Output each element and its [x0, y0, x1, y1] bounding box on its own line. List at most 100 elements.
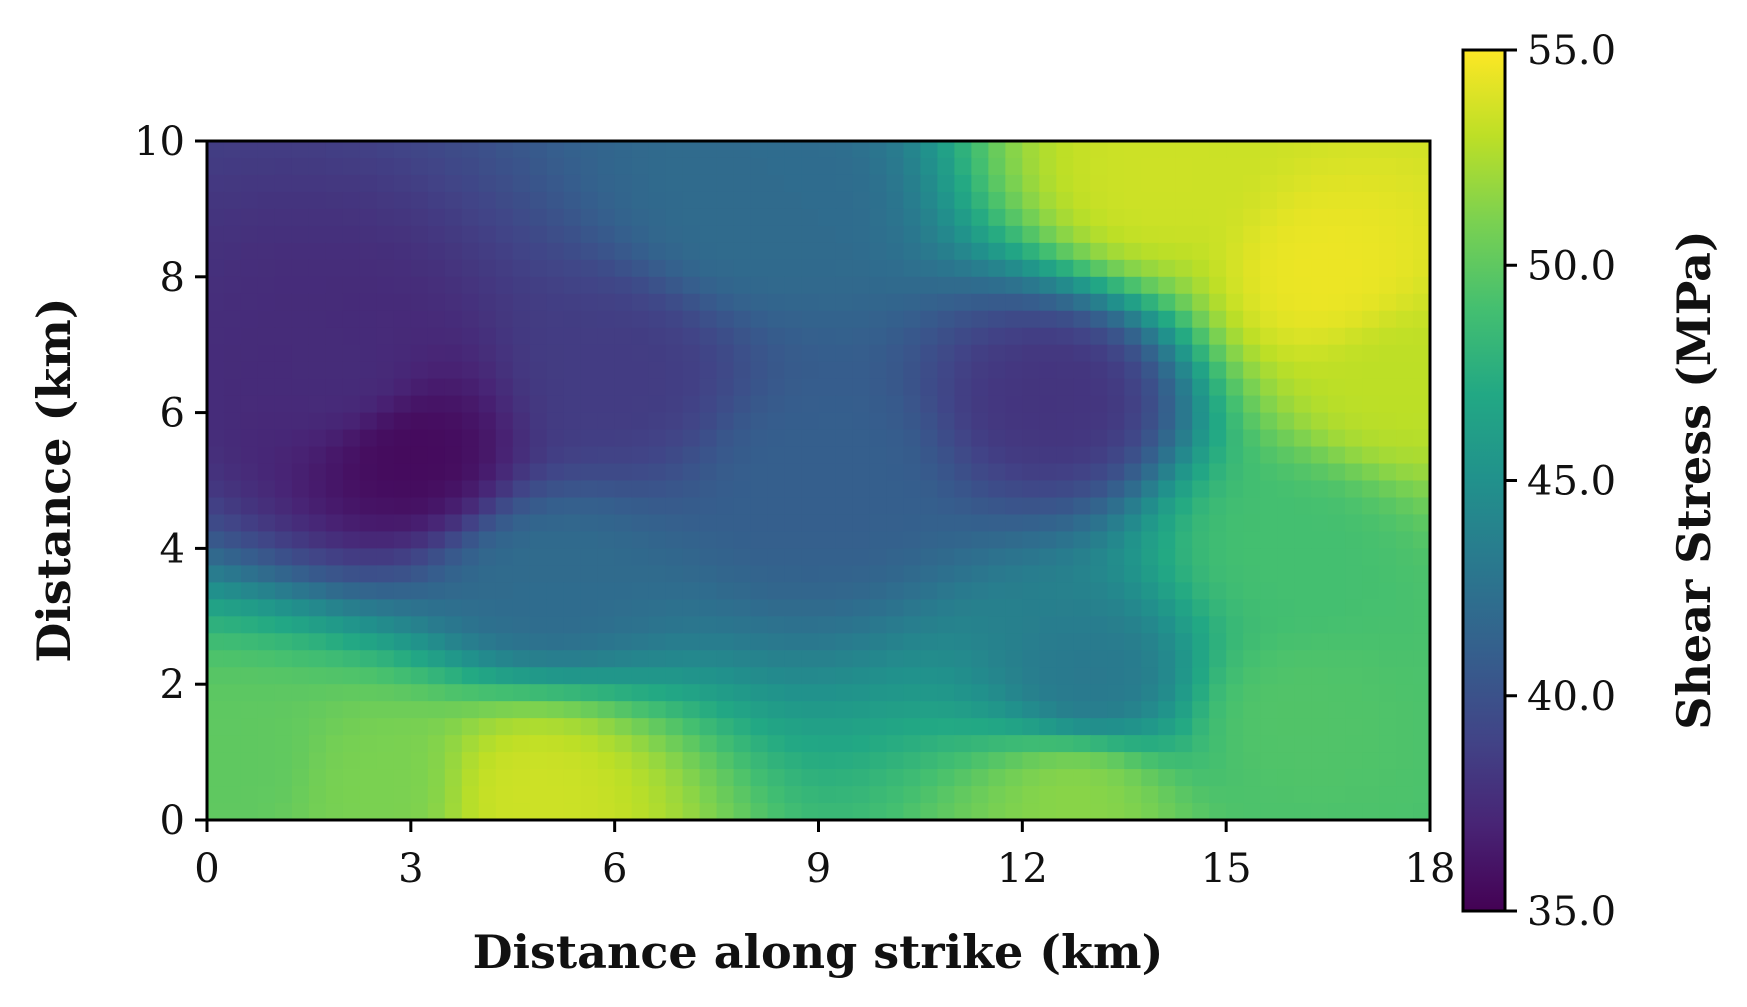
heatmap-cell	[207, 735, 225, 753]
heatmap-cell	[1328, 548, 1346, 567]
heatmap-cell	[750, 242, 769, 261]
heatmap-cell	[478, 157, 497, 176]
heatmap-cell	[1005, 650, 1024, 669]
heatmap-cell	[1396, 803, 1414, 821]
heatmap-cell	[869, 310, 888, 329]
heatmap-cell	[257, 786, 276, 804]
heatmap-cell	[716, 752, 735, 770]
heatmap-cell	[512, 446, 531, 465]
heatmap-cell	[801, 157, 820, 176]
heatmap-cell	[1226, 786, 1244, 804]
heatmap-cell	[1141, 735, 1160, 753]
heatmap-cell	[1328, 310, 1346, 329]
heatmap-cell	[852, 412, 871, 431]
heatmap-cell	[257, 548, 276, 567]
heatmap-cell	[444, 582, 463, 601]
heatmap-cell	[631, 191, 650, 210]
heatmap-cell	[699, 259, 718, 278]
heatmap-cell	[1396, 684, 1414, 702]
heatmap-cell	[563, 174, 582, 193]
heatmap-cell	[699, 293, 718, 312]
heatmap-cell	[325, 310, 344, 329]
heatmap-cell	[1260, 395, 1278, 414]
heatmap-cell	[325, 548, 344, 567]
heatmap-cell	[988, 701, 1007, 719]
heatmap-cell	[1345, 633, 1363, 652]
heatmap-cell	[1073, 446, 1092, 465]
heatmap-cell	[1328, 735, 1346, 753]
heatmap-cell	[1226, 141, 1244, 159]
heatmap-cell	[1362, 565, 1380, 584]
heatmap-cell	[410, 480, 429, 499]
heatmap-cell	[1073, 191, 1092, 210]
heatmap-cell	[1413, 310, 1431, 329]
heatmap-cell	[954, 463, 973, 482]
colorbar-tick-label: 45.0	[1527, 459, 1616, 505]
heatmap-cell	[665, 395, 684, 414]
heatmap-cell	[1073, 361, 1092, 380]
heatmap-cell	[988, 803, 1007, 821]
heatmap-cell	[444, 650, 463, 669]
heatmap-cell	[444, 514, 463, 533]
heatmap-cell	[1124, 293, 1143, 312]
heatmap-cell	[903, 752, 922, 770]
heatmap-cell	[716, 242, 735, 261]
heatmap-cell	[971, 650, 990, 669]
heatmap-cell	[478, 463, 497, 482]
heatmap-cell	[580, 259, 599, 278]
heatmap-cell	[1362, 225, 1380, 244]
heatmap-cell	[835, 497, 854, 516]
heatmap-cell	[733, 157, 752, 176]
heatmap-cell	[1243, 514, 1261, 533]
heatmap-cell	[971, 412, 990, 431]
heatmap-cell	[291, 157, 310, 176]
heatmap-cell	[1277, 735, 1295, 753]
heatmap-cell	[1005, 361, 1024, 380]
heatmap-cell	[920, 718, 939, 736]
heatmap-cell	[1277, 361, 1295, 380]
heatmap-cell	[733, 429, 752, 448]
heatmap-cell	[1345, 361, 1363, 380]
heatmap-cell	[954, 497, 973, 516]
heatmap-cell	[1396, 548, 1414, 567]
heatmap-cell	[1260, 752, 1278, 770]
heatmap-cell	[699, 310, 718, 329]
heatmap-cell	[223, 633, 242, 652]
heatmap-cell	[376, 157, 395, 176]
heatmap-cell	[274, 361, 293, 380]
heatmap-cell	[546, 259, 565, 278]
heatmap-cell	[801, 701, 820, 719]
heatmap-cell	[818, 599, 837, 618]
heatmap-cell	[257, 616, 276, 635]
y-tick-label: 0	[160, 798, 185, 844]
heatmap-cell	[1396, 582, 1414, 601]
heatmap-cell	[308, 480, 327, 499]
heatmap-cell	[529, 395, 548, 414]
heatmap-cell	[784, 565, 803, 584]
heatmap-cell	[1192, 565, 1210, 584]
heatmap-cell	[240, 803, 259, 821]
heatmap-cell	[631, 565, 650, 584]
heatmap-cell	[1328, 667, 1346, 686]
heatmap-cell	[903, 769, 922, 787]
heatmap-cell	[971, 361, 990, 380]
heatmap-cell	[325, 157, 344, 176]
heatmap-cell	[1243, 786, 1261, 804]
heatmap-cell	[308, 429, 327, 448]
heatmap-cell	[308, 582, 327, 601]
heatmap-cell	[1124, 718, 1143, 736]
heatmap-cell	[580, 582, 599, 601]
heatmap-cell	[1328, 633, 1346, 652]
heatmap-cell	[835, 276, 854, 295]
heatmap-cell	[733, 412, 752, 431]
heatmap-cell	[342, 599, 361, 618]
heatmap-cell	[563, 208, 582, 227]
heatmap-cell	[1175, 242, 1193, 261]
heatmap-cell	[835, 514, 854, 533]
heatmap-cell	[903, 429, 922, 448]
heatmap-cell	[563, 667, 582, 686]
heatmap-cell	[1260, 684, 1278, 702]
heatmap-cell	[750, 259, 769, 278]
heatmap-cell	[1243, 735, 1261, 753]
heatmap-cell	[1022, 531, 1041, 550]
